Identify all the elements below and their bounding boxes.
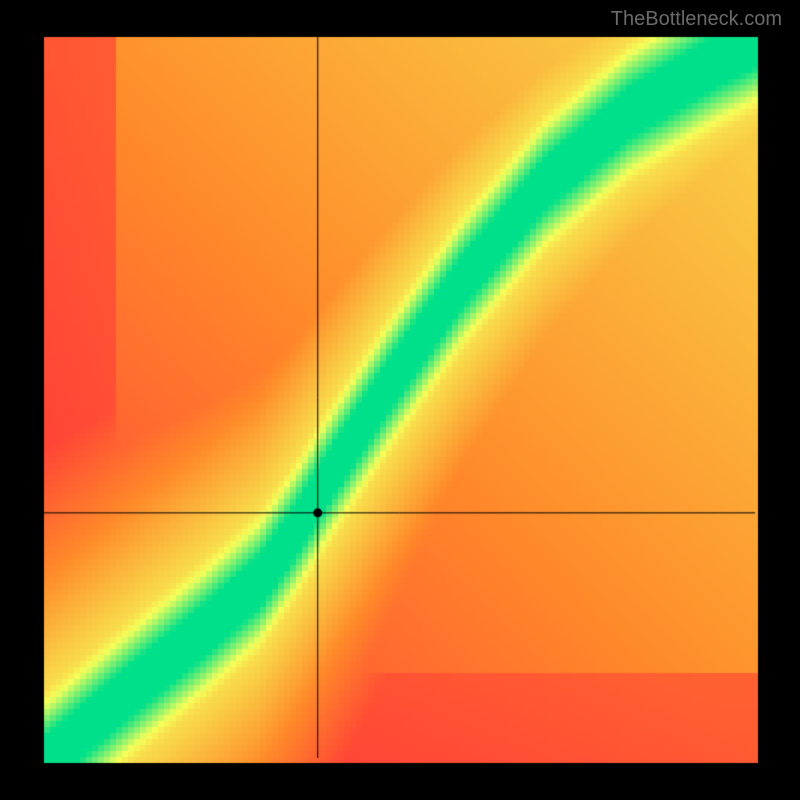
root-container: TheBottleneck.com (0, 0, 800, 800)
heatmap-canvas (0, 0, 800, 800)
watermark-text: TheBottleneck.com (611, 8, 782, 31)
